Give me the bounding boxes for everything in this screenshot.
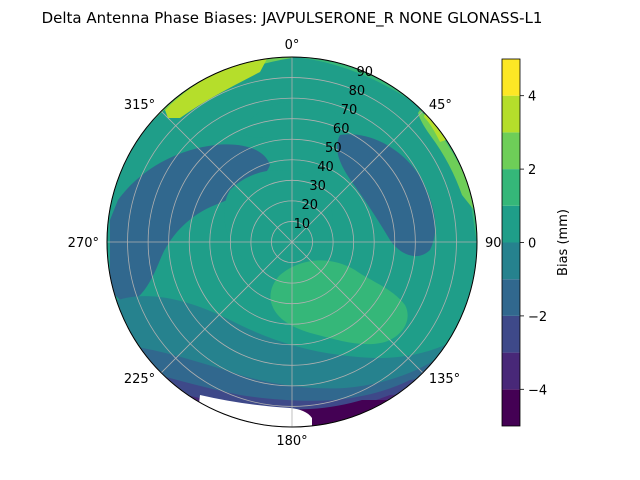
colorbar-segment xyxy=(502,205,520,243)
azimuth-gridline xyxy=(291,241,424,374)
radial-tick-label: 60 xyxy=(333,122,350,137)
polar-grid xyxy=(106,56,478,428)
azimuth-tick-label: 270° xyxy=(68,236,99,251)
region-east-dip-zone xyxy=(337,134,436,257)
azimuth-gridline xyxy=(291,110,424,243)
colorbar-segment xyxy=(502,95,520,133)
azimuth-tick-label: 45° xyxy=(429,98,452,113)
radial-tick-label: 80 xyxy=(349,84,366,99)
azimuth-tick-label: 0° xyxy=(285,38,300,53)
azimuth-tick-label: 225° xyxy=(124,372,155,387)
radial-tick-label: 10 xyxy=(294,217,311,232)
colorbar-segment xyxy=(502,59,520,96)
azimuth-tick-label: 315° xyxy=(124,98,155,113)
radial-tick-label: 40 xyxy=(317,160,334,175)
azimuth-tick-label: 135° xyxy=(429,372,460,387)
colorbar-tick-label: 4 xyxy=(528,90,536,105)
polar-frame xyxy=(106,56,478,428)
azimuth-gridline xyxy=(160,110,293,243)
radial-tick-label: 90 xyxy=(357,65,374,80)
chart-title: Delta Antenna Phase Biases: JAVPULSERONE… xyxy=(42,9,543,28)
azimuth-gridline xyxy=(160,241,293,374)
colorbar-segment xyxy=(502,389,520,426)
colorbar-segment xyxy=(502,315,520,353)
colorbar-segment xyxy=(502,279,520,316)
colorbar-segment xyxy=(502,352,520,390)
colorbar: −4 −2 0 2 4 Bias (mm) xyxy=(501,58,571,427)
colorbar-tick-label: 2 xyxy=(528,163,536,178)
region-north-west-rim xyxy=(165,57,268,118)
azimuth-tick-label: 180° xyxy=(276,434,307,449)
colorbar-segment xyxy=(502,169,520,206)
colorbar-segment xyxy=(502,242,520,280)
region-north-east-rim xyxy=(418,110,474,210)
region-north-center-lobe xyxy=(243,101,354,154)
region-north-east-rim-tip xyxy=(424,112,446,142)
polar-plot-area: 0°45°90°135°180°225°270°315°102030405060… xyxy=(68,38,508,449)
colorbar-tick-label: 0 xyxy=(528,237,536,252)
radial-tick-label: 20 xyxy=(301,198,318,213)
colorbar-tick-label: −2 xyxy=(528,310,547,325)
colorbar-segment xyxy=(502,132,520,170)
radial-tick-label: 30 xyxy=(309,179,326,194)
colorbar-tick-label: −4 xyxy=(528,383,547,398)
radial-tick-label: 70 xyxy=(341,103,358,118)
colorbar-label: Bias (mm) xyxy=(556,209,571,276)
radial-tick-label: 50 xyxy=(325,141,342,156)
